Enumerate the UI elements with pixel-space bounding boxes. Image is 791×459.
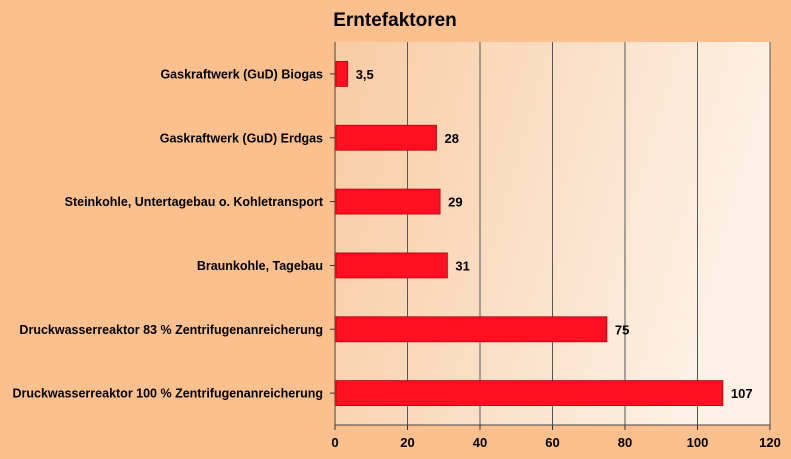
data-label: 29 <box>448 195 462 210</box>
x-tick-label: 20 <box>400 435 414 450</box>
x-tick-label: 80 <box>618 435 632 450</box>
bar <box>335 316 608 343</box>
category-label: Steinkohle, Untertagebau o. Kohletranspo… <box>65 195 324 209</box>
bar <box>335 188 441 215</box>
x-tick-label: 60 <box>545 435 559 450</box>
bar <box>335 252 448 279</box>
bars: 3,5 28 29 31 75 107 <box>335 61 753 406</box>
category-label: Gaskraftwerk (GuD) Biogas <box>160 67 323 81</box>
x-tick-label: 40 <box>473 435 487 450</box>
category-label: Braunkohle, Tagebau <box>197 259 323 273</box>
data-label: 75 <box>615 322 629 337</box>
category-label: Druckwasserreaktor 83 % Zentrifugenanrei… <box>19 323 323 337</box>
data-label: 31 <box>455 258 469 273</box>
bar <box>335 124 437 151</box>
x-tick-label: 0 <box>331 435 338 450</box>
x-tick-label: 100 <box>687 435 709 450</box>
data-label: 28 <box>445 131 459 146</box>
data-label: 107 <box>731 386 753 401</box>
x-tick-label: 120 <box>759 435 781 450</box>
axes: 0 20 40 60 80 100 120 Gaskraftwerk (GuD) Biogas… <box>12 42 781 450</box>
chart-title: Erntefaktoren <box>333 10 457 31</box>
bar <box>335 61 349 87</box>
category-label: Gaskraftwerk (GuD) Erdgas <box>160 131 323 145</box>
data-label: 3,5 <box>356 67 374 82</box>
bar <box>335 380 724 406</box>
category-label: Druckwasserreaktor 100 % Zentrifugenanre… <box>12 387 323 401</box>
gridlines <box>407 42 771 425</box>
